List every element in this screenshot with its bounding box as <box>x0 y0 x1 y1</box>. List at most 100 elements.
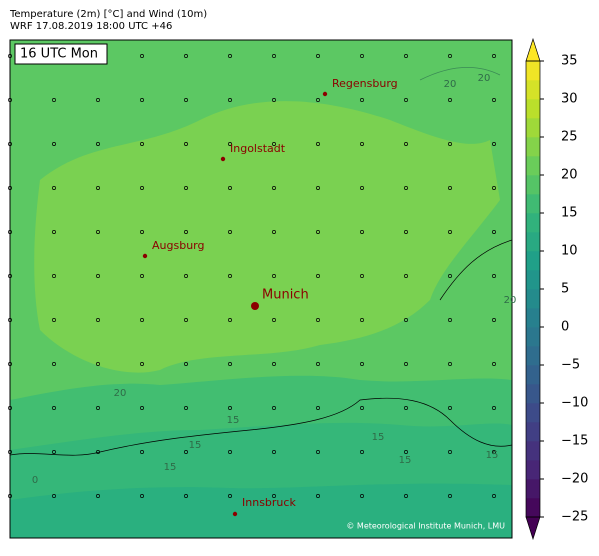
colorbar-extend-top <box>525 37 541 62</box>
station <box>140 362 144 366</box>
station <box>52 142 56 146</box>
station <box>404 230 408 234</box>
city-dot <box>142 253 148 259</box>
colorbar-band <box>526 498 540 518</box>
station <box>140 142 144 146</box>
station <box>404 142 408 146</box>
station <box>184 450 188 454</box>
colorbar-extend-bottom <box>525 516 541 541</box>
colorbar-band <box>526 441 540 461</box>
station <box>492 362 496 366</box>
station <box>8 54 12 58</box>
station <box>448 362 452 366</box>
city-dot <box>232 511 238 517</box>
colorbar-tick-label: −15 <box>561 434 588 449</box>
station <box>184 362 188 366</box>
station <box>492 406 496 410</box>
station <box>360 54 364 58</box>
station <box>184 98 188 102</box>
subtitle: WRF 17.08.2019 18:00 UTC +46 <box>10 21 172 32</box>
station <box>8 98 12 102</box>
station <box>316 186 320 190</box>
station <box>448 274 452 278</box>
colorbar-tick-label: −20 <box>561 472 588 487</box>
city-dot <box>220 156 226 162</box>
colorbar-band <box>526 270 540 290</box>
station <box>316 450 320 454</box>
station <box>448 186 452 190</box>
colorbar-tick-label: 0 <box>561 320 569 335</box>
station <box>52 186 56 190</box>
station <box>96 450 100 454</box>
contour-label: 15 <box>227 415 240 426</box>
colorbar-band <box>526 384 540 404</box>
station <box>96 494 100 498</box>
station <box>448 142 452 146</box>
station <box>52 450 56 454</box>
station <box>404 362 408 366</box>
colorbar-band <box>526 251 540 271</box>
colorbar-band <box>526 213 540 233</box>
colorbar-band <box>526 99 540 119</box>
station <box>404 494 408 498</box>
station <box>316 54 320 58</box>
station <box>8 362 12 366</box>
station <box>492 450 496 454</box>
colorbar-band <box>526 346 540 366</box>
station <box>96 186 100 190</box>
station <box>52 406 56 410</box>
title: Temperature (2m) [°C] and Wind (10m) <box>9 9 207 20</box>
city-label: Augsburg <box>152 239 204 252</box>
station <box>228 98 232 102</box>
station <box>492 142 496 146</box>
station <box>140 98 144 102</box>
station <box>8 494 12 498</box>
station <box>228 54 232 58</box>
station <box>140 494 144 498</box>
station <box>228 230 232 234</box>
contour-label: 15 <box>372 432 385 443</box>
station <box>404 318 408 322</box>
colorbar-tick-label: −25 <box>561 510 588 525</box>
contour-label: 15 <box>189 440 202 451</box>
station <box>52 98 56 102</box>
station <box>360 494 364 498</box>
station <box>272 230 276 234</box>
station <box>492 230 496 234</box>
station <box>272 450 276 454</box>
city-dot <box>251 302 259 310</box>
station <box>184 142 188 146</box>
colorbar-band <box>526 61 540 81</box>
station <box>96 318 100 322</box>
station <box>448 98 452 102</box>
contour-label: 20 <box>478 73 491 84</box>
station <box>272 142 276 146</box>
colorbar-tick-label: 30 <box>561 92 578 107</box>
station <box>184 274 188 278</box>
colorbar-band <box>526 137 540 157</box>
station <box>52 230 56 234</box>
station <box>140 230 144 234</box>
contour-label: 20 <box>114 388 127 399</box>
contour-label: 20 <box>504 295 517 306</box>
contour-label: 0 <box>32 475 38 486</box>
colorbar-tick-label: −10 <box>561 396 588 411</box>
station <box>96 406 100 410</box>
station <box>360 230 364 234</box>
station <box>140 406 144 410</box>
station <box>316 362 320 366</box>
colorbar-tick-label: −5 <box>561 358 580 373</box>
station <box>140 54 144 58</box>
station <box>8 406 12 410</box>
station <box>96 230 100 234</box>
station <box>316 406 320 410</box>
colorbar-tick-label: 5 <box>561 282 569 297</box>
station <box>316 230 320 234</box>
station <box>404 186 408 190</box>
colorbar-tick-label: 35 <box>561 54 578 69</box>
station <box>8 450 12 454</box>
station <box>96 142 100 146</box>
station <box>448 54 452 58</box>
station <box>360 142 364 146</box>
station <box>492 54 496 58</box>
